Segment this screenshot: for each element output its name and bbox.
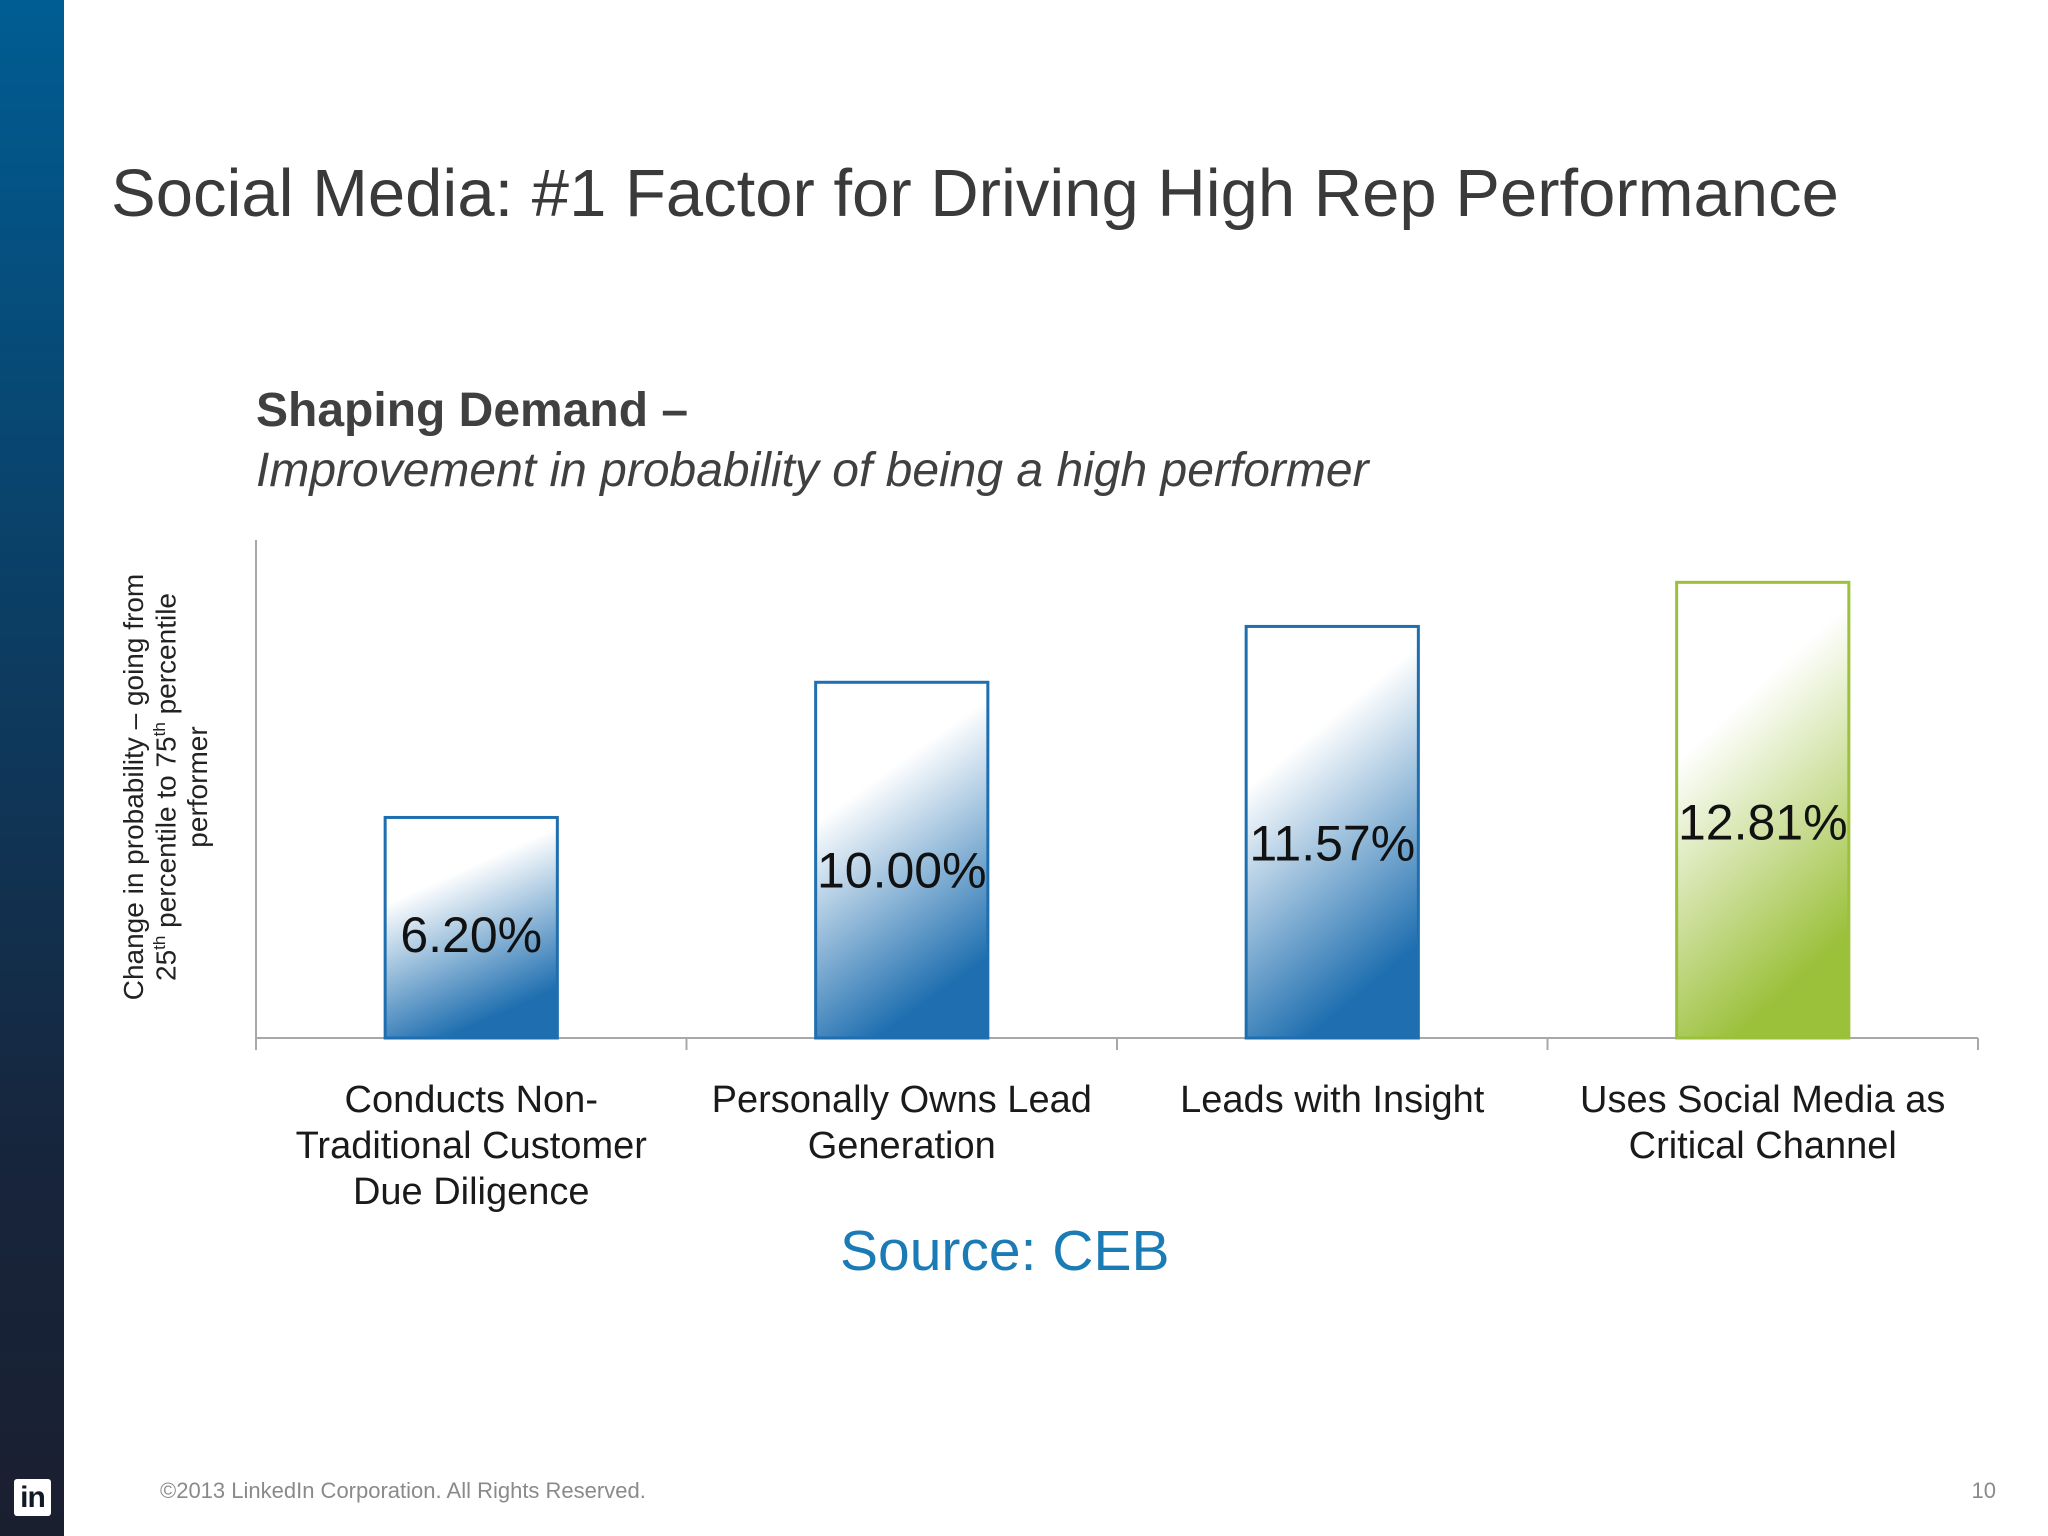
- data-label: 11.57%: [1249, 815, 1415, 871]
- data-label: 6.20%: [400, 907, 542, 963]
- data-label: 12.81%: [1678, 794, 1848, 850]
- page-number: 10: [1971, 1478, 1996, 1503]
- bar: [1244, 624, 1420, 1040]
- category-label: Leads with Insight: [1180, 1079, 1485, 1121]
- bar: [814, 680, 990, 1040]
- bar: [1675, 580, 1851, 1040]
- chart-title: Shaping Demand –: [256, 384, 689, 437]
- chart-subtitle: Improvement in probability of being a hi…: [256, 444, 1369, 497]
- bar: [383, 815, 559, 1040]
- category-label: Personally Owns Lead Generation: [712, 1079, 1092, 1167]
- data-label: 10.00%: [817, 842, 987, 898]
- source-note: Source: CEB: [840, 1219, 1170, 1283]
- side-accent-bar: [0, 0, 64, 1536]
- category-label: Uses Social Media as Critical Channel: [1580, 1079, 1945, 1167]
- category-label: Conducts Non-Traditional Customer Due Dil…: [296, 1079, 648, 1213]
- page-title: Social Media: #1 Factor for Driving High…: [111, 156, 1839, 231]
- linkedin-logo-icon: in: [14, 1479, 51, 1516]
- copyright-footer: ©2013 LinkedIn Corporation. All Rights R…: [160, 1478, 646, 1503]
